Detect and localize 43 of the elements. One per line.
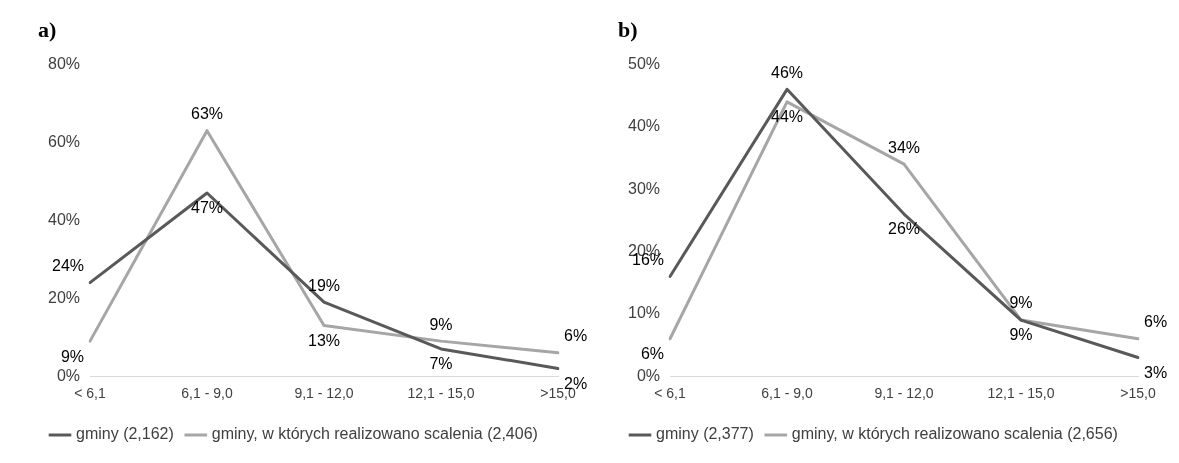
x-tick-label: 9,1 - 12,0 [294, 385, 354, 402]
y-tick-label: 80% [47, 54, 81, 72]
x-tick-label: < 6,1 [654, 385, 686, 402]
y-tick-label: 20% [47, 288, 81, 306]
data-label: 63% [191, 105, 224, 123]
data-label: 3% [1144, 363, 1168, 381]
y-tick-label: 0% [56, 366, 81, 384]
chart-title: b) [618, 16, 638, 42]
legend-label: gminy (2,162) [76, 425, 174, 443]
y-tick-label: 0% [636, 366, 661, 384]
data-label: 26% [888, 220, 921, 238]
data-label: 34% [888, 138, 921, 156]
x-tick-label: 6,1 - 9,0 [761, 385, 813, 402]
legend-label: gminy, w których realizowano scalenia (2,406) [211, 425, 538, 443]
y-tick-label: 10% [627, 304, 661, 322]
y-tick-label: 50% [627, 54, 661, 72]
legend-label: gminy, w których realizowano scalenia (2,656) [791, 425, 1118, 443]
y-tick-label: 40% [627, 117, 661, 135]
data-label: 9% [60, 347, 85, 365]
data-label: 46% [771, 63, 804, 81]
x-tick-label: 6,1 - 9,0 [181, 385, 233, 402]
x-tick-label: >15,0 [1120, 385, 1156, 402]
data-label: 9% [429, 315, 453, 333]
data-label: 13% [308, 331, 341, 349]
data-label: 7% [429, 355, 453, 373]
data-label: 19% [308, 276, 341, 294]
data-label: 47% [191, 199, 224, 217]
chart-title: a) [38, 16, 57, 42]
y-tick-label: 30% [627, 179, 661, 197]
data-label: 6% [564, 327, 588, 345]
x-tick-label: 12,1 - 15,0 [987, 385, 1055, 402]
data-label: 44% [771, 108, 804, 126]
x-tick-label: < 6,1 [74, 385, 106, 402]
data-label: 6% [1144, 313, 1168, 331]
y-tick-label: 60% [47, 132, 81, 150]
legend-label: gminy (2,377) [656, 425, 754, 443]
y-tick-label: 40% [47, 210, 81, 228]
x-tick-label: 9,1 - 12,0 [874, 385, 934, 402]
data-label: 24% [51, 257, 85, 275]
data-label: 9% [1009, 326, 1033, 344]
x-tick-label: 12,1 - 15,0 [407, 385, 475, 402]
data-label: 9% [1009, 294, 1033, 312]
data-label: 6% [640, 345, 665, 363]
